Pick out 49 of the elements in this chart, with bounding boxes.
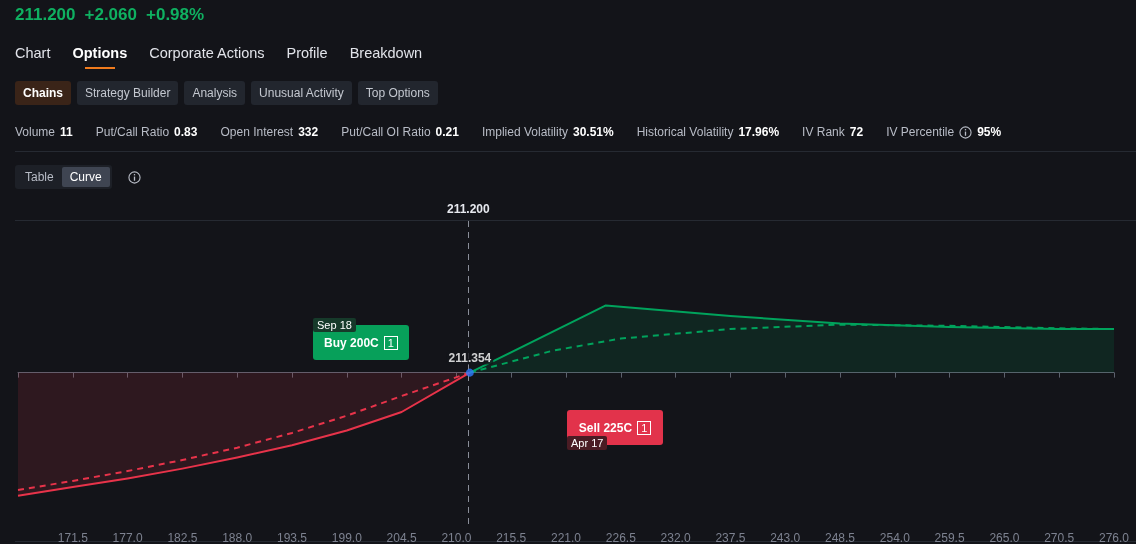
annotation: Sep 18 [313, 318, 356, 332]
text: Curve [61, 167, 110, 187]
x-tick-label: 248.5 [824, 531, 856, 544]
annotation: Buy 200C 1 [324, 335, 395, 350]
text: Breakdown [349, 45, 423, 61]
x-tick-label: 243.0 [770, 531, 801, 544]
text: Implied Volatility 30.51% [481, 125, 614, 139]
text: Historical Volatility 17.96% [636, 125, 780, 139]
text: IV Rank 72 [802, 125, 864, 139]
x-tick-label: 210.0 [441, 531, 472, 544]
text: Put/Call Ratio 0.83 [95, 125, 198, 139]
x-tick-label: 226.5 [605, 531, 637, 544]
text: +2.060 [84, 5, 137, 25]
x-tick-label: 171.5 [57, 531, 89, 544]
text: Profile [286, 45, 328, 61]
x-tick-label: 204.5 [386, 531, 417, 544]
x-tick-label: 232.0 [660, 531, 691, 544]
x-tick-label: 177.0 [112, 531, 143, 544]
text: Put/Call OI Ratio 0.21 [341, 125, 459, 139]
text: Chart [15, 45, 51, 61]
annotation: Sell 225C 1 [578, 420, 649, 435]
text: Table [24, 169, 55, 186]
x-tick-label: 215.5 [496, 531, 527, 544]
text: Options [72, 45, 128, 61]
ref-line-label: 211.200 [447, 202, 491, 216]
text: Volume 11 [15, 125, 73, 139]
text: Strategy Builder [77, 81, 179, 105]
text: Open Interest 332 [220, 125, 319, 139]
x-tick-label: 276.0 [1098, 531, 1130, 544]
x-tick-label: 199.0 [331, 531, 363, 544]
x-tick-label: 270.5 [1044, 531, 1075, 544]
x-tick-label: 188.0 [222, 531, 253, 544]
x-tick-label: 254.0 [879, 531, 911, 544]
text: 211.200 [15, 5, 76, 25]
text: Chains [15, 81, 72, 105]
text: Top Options [357, 81, 438, 105]
x-tick-label: 182.5 [167, 531, 198, 544]
annotation: Apr 17 [567, 436, 608, 450]
x-tick-label: 265.0 [989, 531, 1020, 544]
text: +0.98% [146, 5, 205, 25]
annotation: 211.354 [448, 350, 492, 365]
x-tick-label: 259.5 [934, 531, 965, 544]
text: Unusual Activity [251, 81, 352, 105]
text: Corporate Actions [149, 45, 265, 61]
x-tick-label: 221.0 [550, 531, 582, 544]
text: IV Percentile 95% [886, 125, 1002, 139]
x-tick-label: 237.5 [715, 531, 746, 544]
text: Analysis [184, 81, 246, 105]
x-tick-label: 193.5 [276, 531, 308, 544]
